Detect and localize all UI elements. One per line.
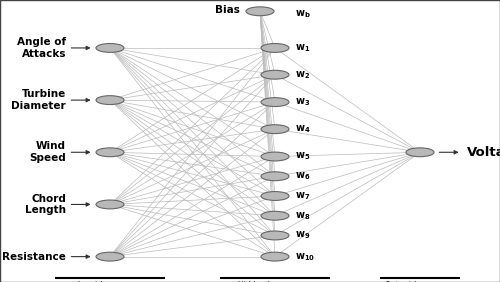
- Text: Output Layer ∈ ℝ¹: Output Layer ∈ ℝ¹: [384, 281, 456, 282]
- Ellipse shape: [261, 43, 289, 52]
- Text: Wind
Speed: Wind Speed: [29, 142, 66, 163]
- Text: $\mathbf{w_b}$: $\mathbf{w_b}$: [295, 8, 310, 20]
- Text: Turbine
Diameter: Turbine Diameter: [12, 89, 66, 111]
- Text: Resistance: Resistance: [2, 252, 66, 262]
- Text: $\mathbf{w_3}$: $\mathbf{w_3}$: [295, 96, 310, 108]
- Text: $\mathbf{w_4}$: $\mathbf{w_4}$: [295, 123, 310, 135]
- Ellipse shape: [261, 70, 289, 79]
- Ellipse shape: [96, 43, 124, 52]
- Ellipse shape: [246, 7, 274, 16]
- Text: Input Layer ∈ ℝ⁵: Input Layer ∈ ℝ⁵: [78, 281, 142, 282]
- Text: $\mathbf{w_5}$: $\mathbf{w_5}$: [295, 151, 310, 162]
- Ellipse shape: [261, 191, 289, 201]
- Ellipse shape: [261, 231, 289, 240]
- Ellipse shape: [96, 148, 124, 157]
- Ellipse shape: [96, 252, 124, 261]
- Text: Voltage: Voltage: [466, 146, 500, 159]
- Ellipse shape: [261, 98, 289, 107]
- Text: $\mathbf{w_9}$: $\mathbf{w_9}$: [295, 230, 310, 241]
- Ellipse shape: [261, 252, 289, 261]
- Text: Hidden Layer ∈ ℝ¹⁰: Hidden Layer ∈ ℝ¹⁰: [238, 281, 312, 282]
- Text: $\mathbf{w_2}$: $\mathbf{w_2}$: [295, 69, 310, 81]
- Ellipse shape: [261, 172, 289, 181]
- Ellipse shape: [406, 148, 434, 157]
- Text: Bias: Bias: [215, 5, 240, 15]
- Text: $\mathbf{w_7}$: $\mathbf{w_7}$: [295, 190, 310, 202]
- Text: $\mathbf{w_{10}}$: $\mathbf{w_{10}}$: [295, 251, 315, 263]
- Text: Chord
Length: Chord Length: [25, 194, 66, 215]
- Ellipse shape: [96, 200, 124, 209]
- Ellipse shape: [261, 125, 289, 134]
- Ellipse shape: [96, 96, 124, 105]
- Text: $\mathbf{w_6}$: $\mathbf{w_6}$: [295, 170, 310, 182]
- Text: Angle of
Attacks: Angle of Attacks: [17, 37, 66, 59]
- Text: $\mathbf{w_8}$: $\mathbf{w_8}$: [295, 210, 310, 222]
- Ellipse shape: [261, 211, 289, 220]
- Ellipse shape: [261, 152, 289, 161]
- Text: $\mathbf{w_1}$: $\mathbf{w_1}$: [295, 42, 310, 54]
